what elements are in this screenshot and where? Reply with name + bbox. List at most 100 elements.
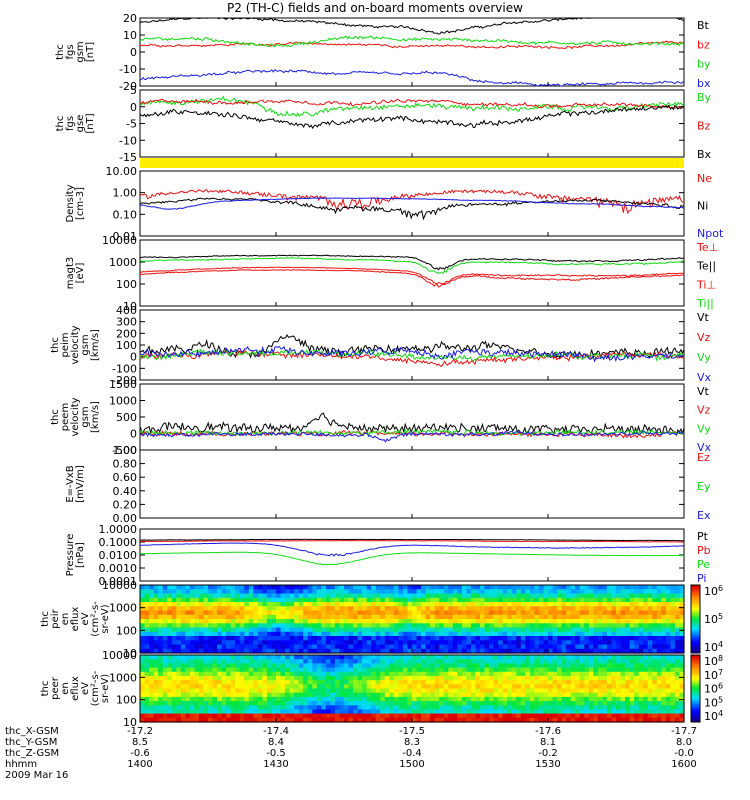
spectrogram-cell	[398, 696, 404, 702]
spectrogram-cell	[443, 636, 449, 641]
colorbar-cell	[691, 609, 700, 613]
spectrogram-cell	[448, 644, 454, 650]
spectrogram-cell	[402, 606, 408, 612]
spectrogram-cell	[217, 585, 223, 590]
spectrogram-cell	[652, 692, 658, 698]
spectrogram-cell	[647, 593, 653, 599]
spectrogram-cell	[561, 636, 567, 641]
spectrogram-cell	[212, 631, 218, 637]
spectrogram-cell	[407, 636, 413, 641]
spectrogram-cell	[498, 602, 504, 607]
spectrogram-cell	[570, 663, 576, 669]
spectrogram-cell	[194, 623, 200, 629]
spectrogram-cell	[412, 709, 418, 715]
spectrogram-cell	[593, 640, 599, 646]
spectrogram-cell	[208, 597, 214, 603]
spectrogram-cell	[466, 631, 472, 637]
spectrogram-cell	[375, 636, 381, 641]
spectrogram-cell	[625, 684, 631, 690]
spectrogram-cell	[180, 663, 186, 669]
spectrogram-cell	[656, 631, 662, 637]
spectrogram-cell	[167, 688, 173, 694]
spectrogram-cell	[221, 636, 227, 641]
spectrogram-cell	[253, 701, 259, 706]
spectrogram-cell	[353, 667, 359, 673]
spectrogram-cell	[366, 640, 372, 646]
spectrogram-cell	[384, 602, 390, 607]
spectrogram-cell	[158, 709, 164, 715]
spectrogram-cell	[371, 667, 377, 673]
spectrogram-cell	[579, 593, 585, 599]
y-tick-label: 0.0001	[99, 575, 138, 588]
spectrogram-cell	[330, 597, 336, 603]
spectrogram-cell	[276, 675, 282, 681]
spectrogram-cell	[226, 623, 232, 629]
spectrogram-cell	[670, 671, 676, 677]
spectrogram-cell	[402, 610, 408, 616]
spectrogram-cell	[239, 648, 245, 654]
spectrogram-cell	[366, 585, 372, 590]
spectrogram-cell	[430, 659, 436, 664]
spectrogram-cell	[266, 597, 272, 603]
spectrogram-cell	[475, 589, 481, 595]
spectrogram-cell	[253, 623, 259, 629]
spectrogram-cell	[611, 659, 617, 664]
spectrogram-cell	[439, 614, 445, 620]
spectrogram-cell	[167, 589, 173, 595]
spectrogram-cell	[158, 680, 164, 685]
spectrogram-cell	[189, 640, 195, 646]
spectrogram-cell	[217, 631, 223, 637]
spectrogram-cell	[616, 636, 622, 641]
spectrogram-cell	[461, 631, 467, 637]
y-axis-label: (cm²-s-	[90, 601, 101, 637]
spectrogram-cell	[185, 713, 191, 719]
spectrogram-cell	[230, 648, 236, 654]
spectrogram-cell	[412, 696, 418, 702]
spectrogram-cell	[507, 701, 513, 706]
spectrogram-cell	[529, 717, 535, 723]
spectrogram-cell	[498, 675, 504, 681]
spectrogram-cell	[652, 701, 658, 706]
spectrogram-cell	[534, 692, 540, 698]
spectrogram-cell	[634, 655, 640, 660]
spectrogram-cell	[303, 705, 309, 711]
spectrogram-cell	[189, 636, 195, 641]
spectrogram-cell	[402, 655, 408, 660]
spectrogram-cell	[525, 684, 531, 690]
spectrogram-cell	[375, 648, 381, 654]
spectrogram-cell	[593, 597, 599, 603]
spectrogram-cell	[366, 671, 372, 677]
spectrogram-cell	[425, 589, 431, 595]
spectrogram-cell	[638, 696, 644, 702]
spectrogram-cell	[475, 640, 481, 646]
spectrogram-cell	[344, 644, 350, 650]
spectrogram-cell	[543, 701, 549, 706]
spectrogram-cell	[371, 636, 377, 641]
spectrogram-cell	[448, 614, 454, 620]
spectrogram-cell	[375, 684, 381, 690]
spectrogram-cell	[217, 696, 223, 702]
spectrogram-cell	[484, 636, 490, 641]
spectrogram-cell	[217, 619, 223, 624]
spectrogram-cell	[371, 631, 377, 637]
spectrogram-cell	[493, 614, 499, 620]
y-tick-label: 0.0010	[99, 562, 138, 575]
spectrogram-cell	[457, 606, 463, 612]
spectrogram-cell	[634, 663, 640, 669]
spectrogram-cell	[670, 593, 676, 599]
spectrogram-cell	[484, 597, 490, 603]
spectrogram-cell	[489, 675, 495, 681]
spectrogram-cell	[520, 589, 526, 595]
spectrogram-cell	[393, 701, 399, 706]
spectrogram-cell	[457, 671, 463, 677]
spectrogram-cell	[321, 614, 327, 620]
spectrogram-cell	[226, 606, 232, 612]
spectrogram-cell	[584, 631, 590, 637]
spectrogram-cell	[362, 675, 368, 681]
spectrogram-cell	[194, 627, 200, 633]
spectrogram-cell	[334, 589, 340, 595]
spectrogram-cell	[652, 597, 658, 603]
spectrogram-cell	[647, 636, 653, 641]
spectrogram-cell	[271, 602, 277, 607]
